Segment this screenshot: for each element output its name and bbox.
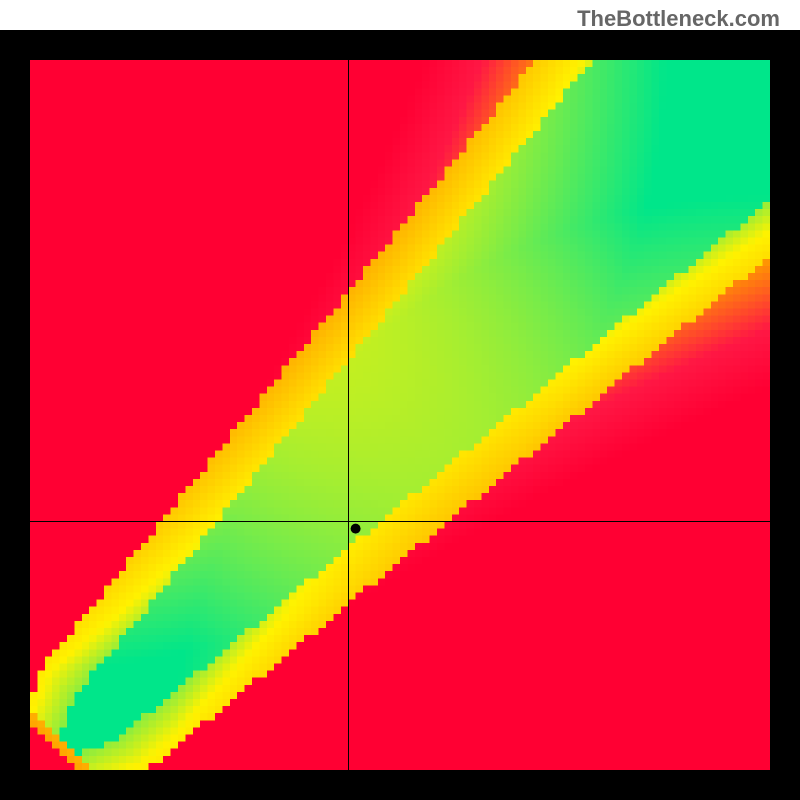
marker-dot: [30, 60, 770, 770]
chart-frame: [0, 30, 800, 800]
plot-area: [30, 60, 770, 770]
watermark-text: TheBottleneck.com: [577, 6, 780, 32]
